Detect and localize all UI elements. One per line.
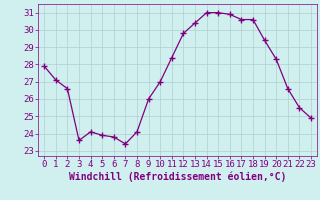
X-axis label: Windchill (Refroidissement éolien,°C): Windchill (Refroidissement éolien,°C) [69,172,286,182]
